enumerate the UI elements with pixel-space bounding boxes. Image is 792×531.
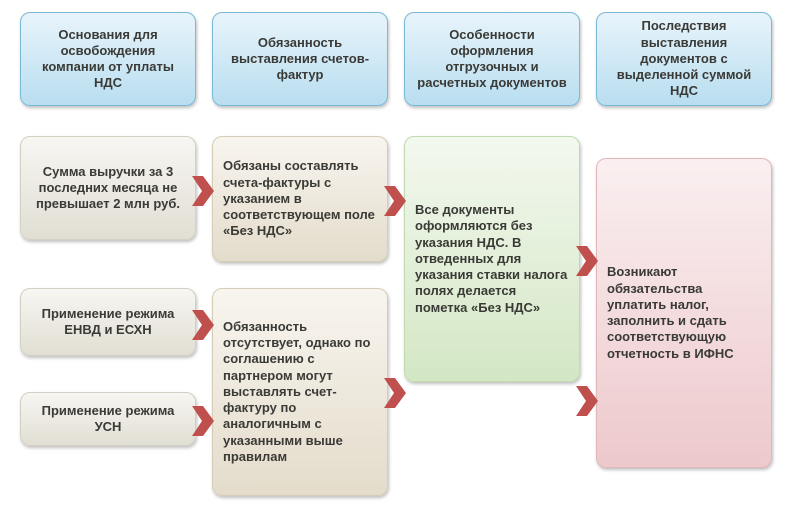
arrow-right-icon [192,406,214,436]
header-col-4: Последствия выставления документов с выд… [596,12,772,106]
col4-box-consequences: Возникают обязательства уплатить налог, … [596,158,772,468]
col1-box-revenue: Сумма выручки за 3 последних месяца не п… [20,136,196,240]
flow-diagram: Основания для освобождения компании от у… [0,0,792,531]
arrow-right-icon [192,176,214,206]
header-col-4-text: Последствия выставления документов с выд… [607,18,761,99]
header-col-2: Обязанность выставления счетов-фактур [212,12,388,106]
arrow-right-icon [576,246,598,276]
arrow-right-icon [384,378,406,408]
col2-box-no-obligation: Обязанность отсутствует, однако по согла… [212,288,388,496]
header-col-3: Особенности оформления отгрузочных и рас… [404,12,580,106]
header-col-3-text: Особенности оформления отгрузочных и рас… [415,27,569,92]
header-col-2-text: Обязанность выставления счетов-фактур [223,35,377,84]
header-col-1: Основания для освобождения компании от у… [20,12,196,106]
col1-box-revenue-text: Сумма выручки за 3 последних месяца не п… [31,164,185,213]
col4-box-consequences-text: Возникают обязательства уплатить налог, … [607,264,761,362]
col1-box-envd-text: Применение режима ЕНВД и ЕСХН [31,306,185,339]
col2-box-invoice-no-vat: Обязаны составлять счета-фактуры с указа… [212,136,388,262]
arrow-right-icon [384,186,406,216]
col1-box-usn-text: Применение режима УСН [31,403,185,436]
col1-box-usn: Применение режима УСН [20,392,196,446]
col3-box-all-docs: Все документы оформляются без указания Н… [404,136,580,382]
arrow-right-icon [192,310,214,340]
col2-box-invoice-no-vat-text: Обязаны составлять счета-фактуры с указа… [223,158,377,239]
col3-box-all-docs-text: Все документы оформляются без указания Н… [415,202,569,316]
col2-box-no-obligation-text: Обязанность отсутствует, однако по согла… [223,319,377,465]
arrow-right-icon [576,386,598,416]
col1-box-envd: Применение режима ЕНВД и ЕСХН [20,288,196,356]
header-col-1-text: Основания для освобождения компании от у… [31,27,185,92]
